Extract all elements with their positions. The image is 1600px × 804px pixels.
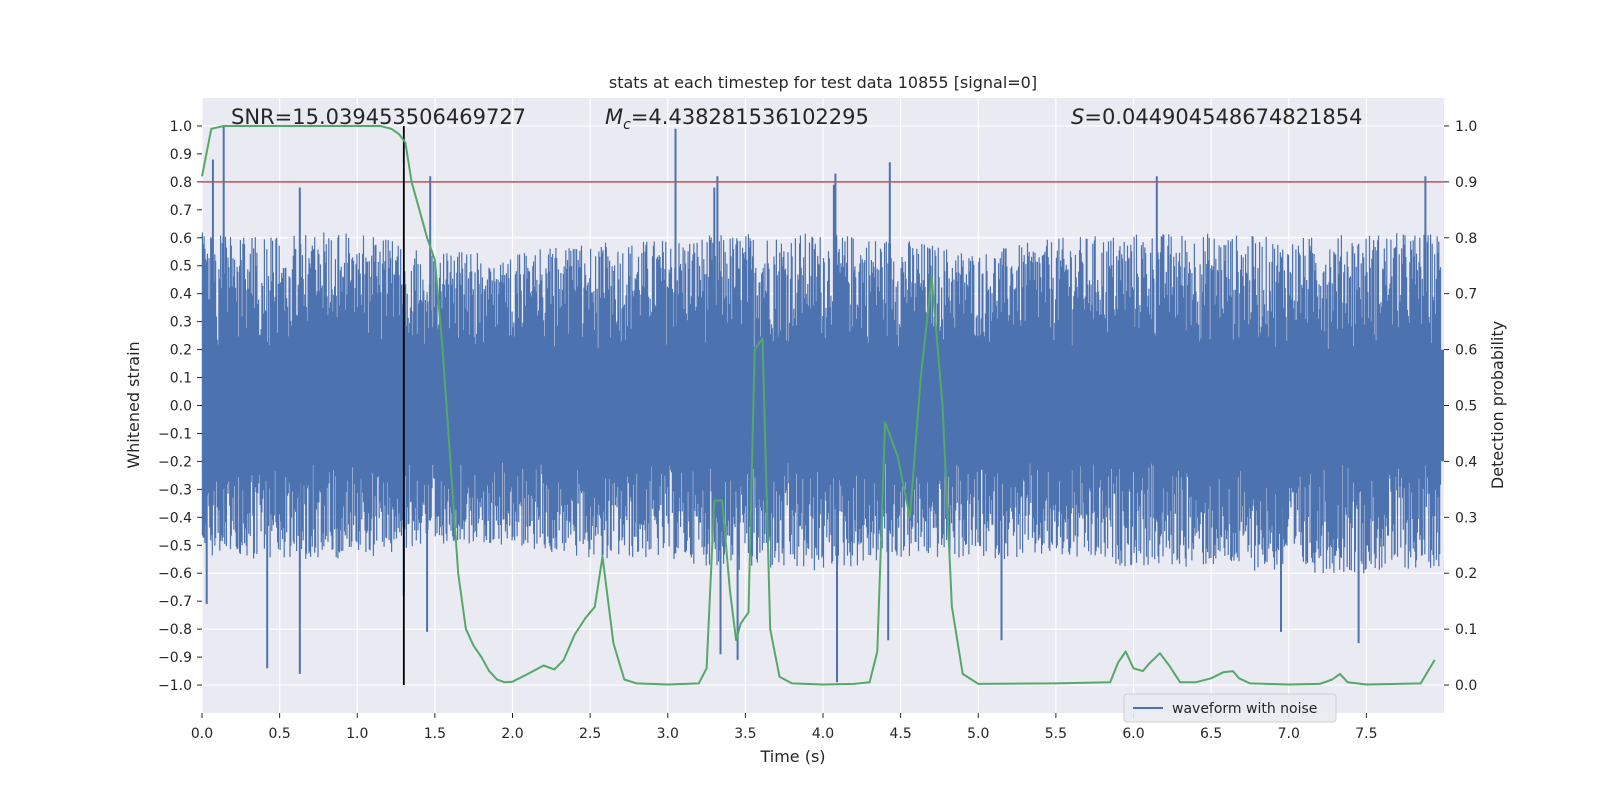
x-tick-label: 3.0 [657,726,679,742]
x-tick-label: 7.0 [1278,726,1300,742]
y-left-tick-label: 0.8 [170,175,192,191]
y-axis-label-right: Detection probability [1488,321,1507,489]
x-tick-label: 7.5 [1355,726,1377,742]
y-left-tick-label: −0.8 [158,622,192,638]
chart-title: stats at each timestep for test data 108… [609,73,1037,92]
axes-layer: 0.0 0.5 1.0 1.5 2.0 2.5 3.0 3.5 4.0 4.5 5.0 5.5 6.0 6… [158,119,1477,742]
y-left-tick-label: 0.9 [170,147,192,163]
snr-annotation: SNR=15.039453506469727 [231,105,526,129]
x-axis-label: Time (s) [759,747,825,766]
y-left-tick-label: 0.6 [170,231,192,247]
y-right-tick-label: 0.4 [1455,454,1477,470]
y-left-tick-label: −0.7 [158,594,192,610]
y-left-tick-label: −0.1 [158,426,192,442]
legend-label-waveform: waveform with noise [1172,701,1317,717]
y-right-tick-label: 0.3 [1455,510,1477,526]
y-right-tick-label: 0.0 [1455,678,1477,694]
y-right-tick-label: 1.0 [1455,119,1477,135]
x-tick-label: 6.5 [1200,726,1222,742]
y-left-tick-label: 0.5 [170,259,192,275]
x-tick-label: 5.5 [1045,726,1067,742]
y-left-tick-label: −0.2 [158,454,192,470]
y-right-tick-label: 0.6 [1455,343,1477,359]
x-tick-label: 6.0 [1122,726,1144,742]
y-right-tick-label: 0.7 [1455,287,1477,303]
x-tick-label: 4.0 [812,726,834,742]
y-left-tick-label: 0.3 [170,315,192,331]
overlay-layer [202,125,1444,686]
x-tick-label: 1.5 [424,726,446,742]
y-right-tick-label: 0.1 [1455,622,1477,638]
y-left-tick-label: 0.7 [170,203,192,219]
y-left-tick-label: 0.4 [170,287,192,303]
prob-layer [201,125,1436,686]
chirp-mass-annotation: Mc=4.438281536102295 [605,105,869,133]
y-left-tick-label: −0.9 [158,650,192,666]
x-tick-label: 3.5 [734,726,756,742]
x-tick-label: 2.0 [501,726,523,742]
y-right-tick-label: 0.8 [1455,231,1477,247]
mc-subscript: c [623,117,631,133]
y-axis-label-left: Whitened strain [124,341,143,468]
mc-symbol: M [605,105,623,129]
x-tick-label: 1.0 [346,726,368,742]
s-value: =0.044904548674821854 [1084,105,1362,129]
y-left-tick-label: −0.3 [158,482,192,498]
legend: waveform with noise [1123,693,1337,723]
x-tick-label: 0.5 [268,726,290,742]
y-left-tick-label: 0.2 [170,343,192,359]
y-right-tick-label: 0.9 [1455,175,1477,191]
legend-box [1123,693,1337,723]
s-annotation: S=0.044904548674821854 [1071,105,1362,129]
y-left-tick-label: 0.1 [170,371,192,387]
waveform-layer [201,126,1444,683]
y-left-tick-label: 1.0 [170,119,192,135]
y-left-tick-label: −0.5 [158,538,192,554]
y-right-tick-label: 0.5 [1455,399,1477,415]
x-tick-label: 0.0 [191,726,213,742]
s-symbol: S [1071,105,1084,129]
mc-value: =4.438281536102295 [631,105,869,129]
waveform-peak-spikes [205,126,1427,683]
x-tick-label: 2.5 [579,726,601,742]
y-right-tick-label: 0.2 [1455,566,1477,582]
y-left-tick-label: −1.0 [158,678,192,694]
x-tick-label: 5.0 [967,726,989,742]
detection-probability-line [201,125,1436,686]
y-left-tick-label: 0.0 [170,399,192,415]
y-left-tick-label: −0.4 [158,510,192,526]
x-tick-label: 4.5 [889,726,911,742]
y-left-tick-label: −0.6 [158,566,192,582]
